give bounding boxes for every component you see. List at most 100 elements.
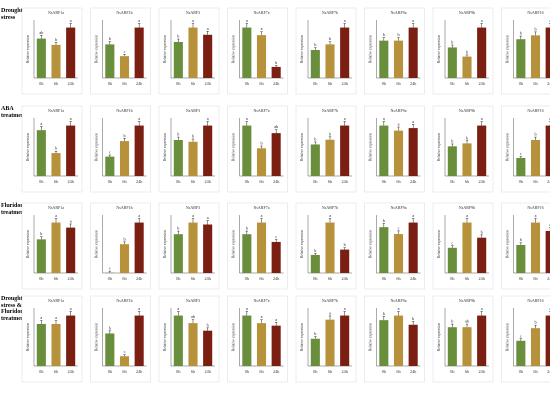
x-tick-label: 24h bbox=[410, 81, 417, 86]
bar-0h bbox=[105, 333, 115, 366]
significance-letter: a bbox=[329, 213, 331, 218]
significance-letter: a bbox=[481, 116, 483, 121]
panel-title: NsARF7b bbox=[322, 205, 338, 210]
bar-24h bbox=[408, 128, 418, 176]
significance-letter: a bbox=[55, 213, 57, 218]
x-tick-label: 6h bbox=[396, 179, 401, 184]
significance-letter: a bbox=[40, 315, 42, 320]
x-tick-label: 6h bbox=[122, 369, 127, 374]
bar-0h bbox=[379, 227, 389, 273]
significance-letter: a bbox=[412, 119, 414, 124]
bar-0h bbox=[36, 323, 46, 366]
panel-title: NsARF9b bbox=[459, 298, 475, 303]
significance-letter: b bbox=[314, 42, 316, 47]
x-tick-label: 6h bbox=[191, 369, 196, 374]
significance-letter: ab bbox=[191, 314, 195, 319]
bar-0h bbox=[105, 44, 115, 78]
bar-6h bbox=[119, 141, 130, 176]
x-tick-label: 6h bbox=[259, 81, 264, 86]
x-tick-label: 6h bbox=[54, 81, 59, 86]
panel-title: NsARF3 bbox=[186, 108, 200, 113]
x-tick-label: 6h bbox=[328, 369, 333, 374]
significance-letter: b bbox=[109, 325, 111, 330]
significance-letter: b bbox=[466, 135, 468, 140]
significance-letter: a bbox=[412, 18, 414, 23]
x-tick-label: 24h bbox=[68, 81, 75, 86]
significance-letter: b bbox=[466, 49, 468, 54]
significance-letter: ab bbox=[274, 124, 278, 129]
panel-title: NsARF1a bbox=[48, 108, 64, 113]
significance-letter: a bbox=[138, 116, 140, 121]
bar-6h bbox=[462, 143, 472, 176]
bar-0h bbox=[310, 254, 320, 273]
x-tick-label: 0h bbox=[519, 276, 524, 281]
bar-24h bbox=[408, 27, 418, 79]
bar-24h bbox=[203, 125, 213, 176]
x-tick-label: 6h bbox=[396, 276, 401, 281]
bar-6h bbox=[325, 319, 335, 366]
x-tick-label: 0h bbox=[39, 369, 44, 374]
significance-letter: b bbox=[329, 131, 331, 136]
y-axis-label: Relative expression bbox=[300, 323, 304, 351]
x-tick-label: 6h bbox=[259, 179, 264, 184]
y-axis-label: Relative expression bbox=[369, 323, 373, 351]
panel-title: NsARF1b bbox=[116, 298, 132, 303]
y-axis-label: Relative expression bbox=[232, 230, 236, 258]
x-tick-label: 0h bbox=[108, 179, 113, 184]
x-tick-label: 24h bbox=[479, 81, 486, 86]
significance-letter: a bbox=[398, 121, 400, 126]
x-tick-label: 0h bbox=[313, 179, 318, 184]
x-tick-label: 6h bbox=[533, 276, 538, 281]
x-tick-label: 6h bbox=[54, 369, 59, 374]
significance-letter: a bbox=[383, 116, 385, 121]
panel-title: NsARF9b bbox=[459, 205, 475, 210]
x-tick-label: 6h bbox=[122, 276, 127, 281]
bar-24h bbox=[340, 249, 350, 273]
significance-letter: a bbox=[70, 306, 72, 311]
x-tick-label: 0h bbox=[245, 276, 250, 281]
panel-title: NsARF7a bbox=[253, 10, 269, 15]
x-tick-label: 6h bbox=[328, 276, 333, 281]
significance-letter: a bbox=[246, 306, 248, 311]
x-tick-label: 0h bbox=[108, 81, 113, 86]
x-tick-label: 24h bbox=[342, 276, 349, 281]
significance-letter: b bbox=[344, 242, 346, 247]
x-tick-label: 6h bbox=[533, 81, 538, 86]
bar-0h bbox=[242, 234, 252, 273]
x-tick-label: 0h bbox=[176, 369, 181, 374]
bar-0h bbox=[447, 247, 457, 273]
x-tick-label: 0h bbox=[39, 179, 44, 184]
bar-24h bbox=[477, 237, 487, 273]
significance-letter: b bbox=[314, 331, 316, 336]
x-tick-label: 0h bbox=[519, 81, 524, 86]
significance-letter: a bbox=[481, 18, 483, 23]
x-tick-label: 0h bbox=[382, 276, 387, 281]
significance-letter: a bbox=[535, 213, 537, 218]
bar-24h bbox=[477, 315, 487, 366]
x-tick-label: 0h bbox=[450, 179, 455, 184]
y-axis-label: Relative expression bbox=[95, 230, 99, 258]
significance-letter: a bbox=[246, 18, 248, 23]
significance-letter: b bbox=[451, 138, 453, 143]
significance-letter: a bbox=[192, 18, 194, 23]
x-tick-label: 24h bbox=[205, 276, 212, 281]
panel-title: NsARF3 bbox=[186, 205, 200, 210]
y-axis-label: Relative expression bbox=[506, 35, 510, 63]
bar-24h bbox=[203, 224, 213, 273]
x-tick-label: 6h bbox=[328, 179, 333, 184]
x-tick-label: 24h bbox=[410, 179, 417, 184]
significance-letter: b bbox=[383, 32, 385, 37]
x-tick-label: 24h bbox=[547, 179, 550, 184]
panel-title: NsARF9a bbox=[390, 108, 406, 113]
x-tick-label: 0h bbox=[382, 369, 387, 374]
significance-letter: b bbox=[383, 311, 385, 316]
bar-0h bbox=[516, 244, 526, 273]
significance-letter: a bbox=[70, 116, 72, 121]
row-label-drought-fluridone: Drought stress & Fluridone treatment bbox=[1, 296, 27, 322]
significance-letter: a bbox=[177, 306, 179, 311]
significance-letter: a bbox=[344, 306, 346, 311]
panel-title: NsARF9b bbox=[459, 108, 475, 113]
significance-letter: b bbox=[329, 36, 331, 41]
y-axis-label: Relative expression bbox=[437, 230, 441, 258]
